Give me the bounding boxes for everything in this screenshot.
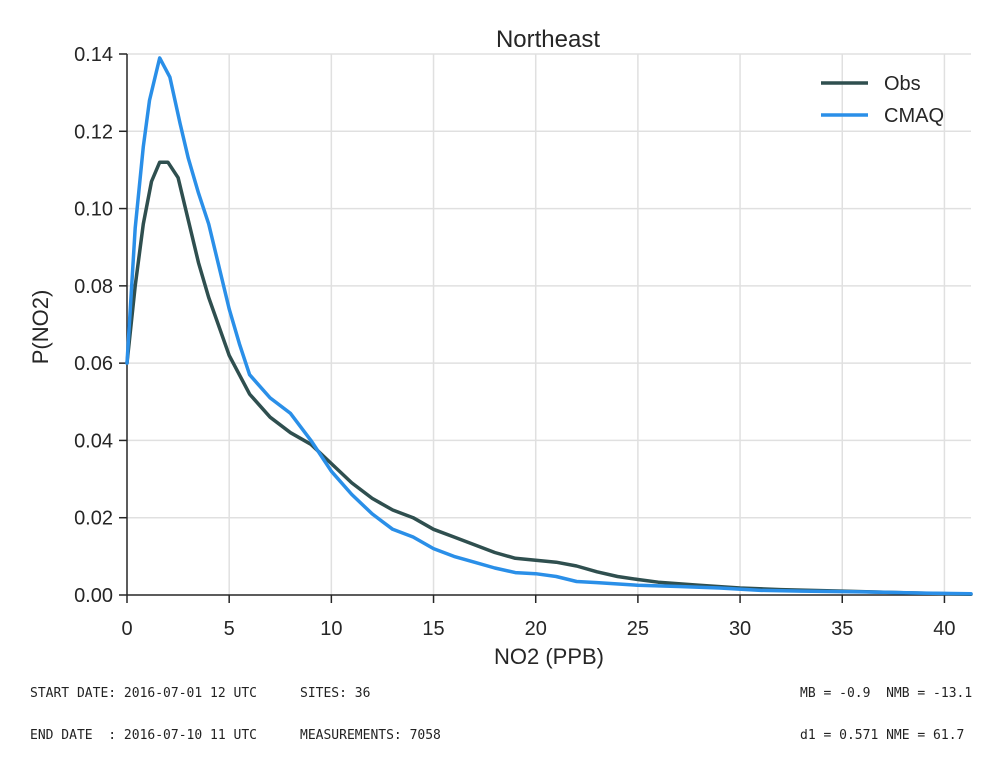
legend-obs-label: Obs [884,73,921,95]
x-tick-label: 5 [224,618,235,640]
legend-cmaq-label: CMAQ [884,105,944,127]
x-axis-label: NO2 (PPB) [494,644,604,669]
grid-lines [127,53,971,595]
x-tick-label: 20 [525,618,547,640]
x-tick-label: 40 [933,618,955,640]
y-ticks: 0.00 0.02 0.04 0.06 0.08 0.10 0.12 0.14 [74,44,127,607]
stats-line-2: d1 = 0.571 NME = 61.7 [800,728,965,743]
sites-text: SITES: 36 [300,686,371,701]
footer-dates: START DATE: 2016-07-01 12 UTC END DATE :… [30,659,257,757]
footer-stats: MB = -0.9 NMB = -13.1 d1 = 0.571 NME = 6… [800,659,972,757]
x-tick-label: 30 [729,618,751,640]
chart-title: Northeast [496,26,600,53]
y-tick-label: 0.00 [74,585,113,607]
pdf-chart: 0.00 0.02 0.04 0.06 0.08 0.10 0.12 0.14 0 5 10 15 2… [28,26,973,669]
series-line-cmaq [125,56,973,596]
y-tick-label: 0.08 [74,276,113,298]
y-tick-label: 0.14 [74,44,113,66]
x-tick-label: 0 [121,618,132,640]
y-tick-label: 0.04 [74,430,113,452]
measurements-text: MEASUREMENTS: 7058 [300,728,441,743]
y-axis-label: P(NO2) [28,290,53,365]
stats-line-1: MB = -0.9 NMB = -13.1 [800,686,973,701]
x-tick-label: 35 [831,618,853,640]
y-tick-label: 0.10 [74,199,113,221]
axes [126,54,971,596]
y-tick-label: 0.02 [74,508,113,530]
y-tick-label: 0.12 [74,121,113,143]
start-date-text: START DATE: 2016-07-01 12 UTC [30,686,257,701]
x-tick-label: 10 [320,618,342,640]
legend: Obs CMAQ [821,73,944,127]
series-line-obs [125,160,973,596]
x-ticks: 0 5 10 15 20 25 30 35 40 [121,595,956,640]
x-tick-label: 25 [627,618,649,640]
x-tick-label: 15 [422,618,444,640]
y-tick-label: 0.06 [74,353,113,375]
end-date-text: END DATE : 2016-07-10 11 UTC [30,728,257,743]
footer-counts: SITES: 36 MEASUREMENTS: 7058 [300,659,441,757]
series-lines [125,56,973,596]
